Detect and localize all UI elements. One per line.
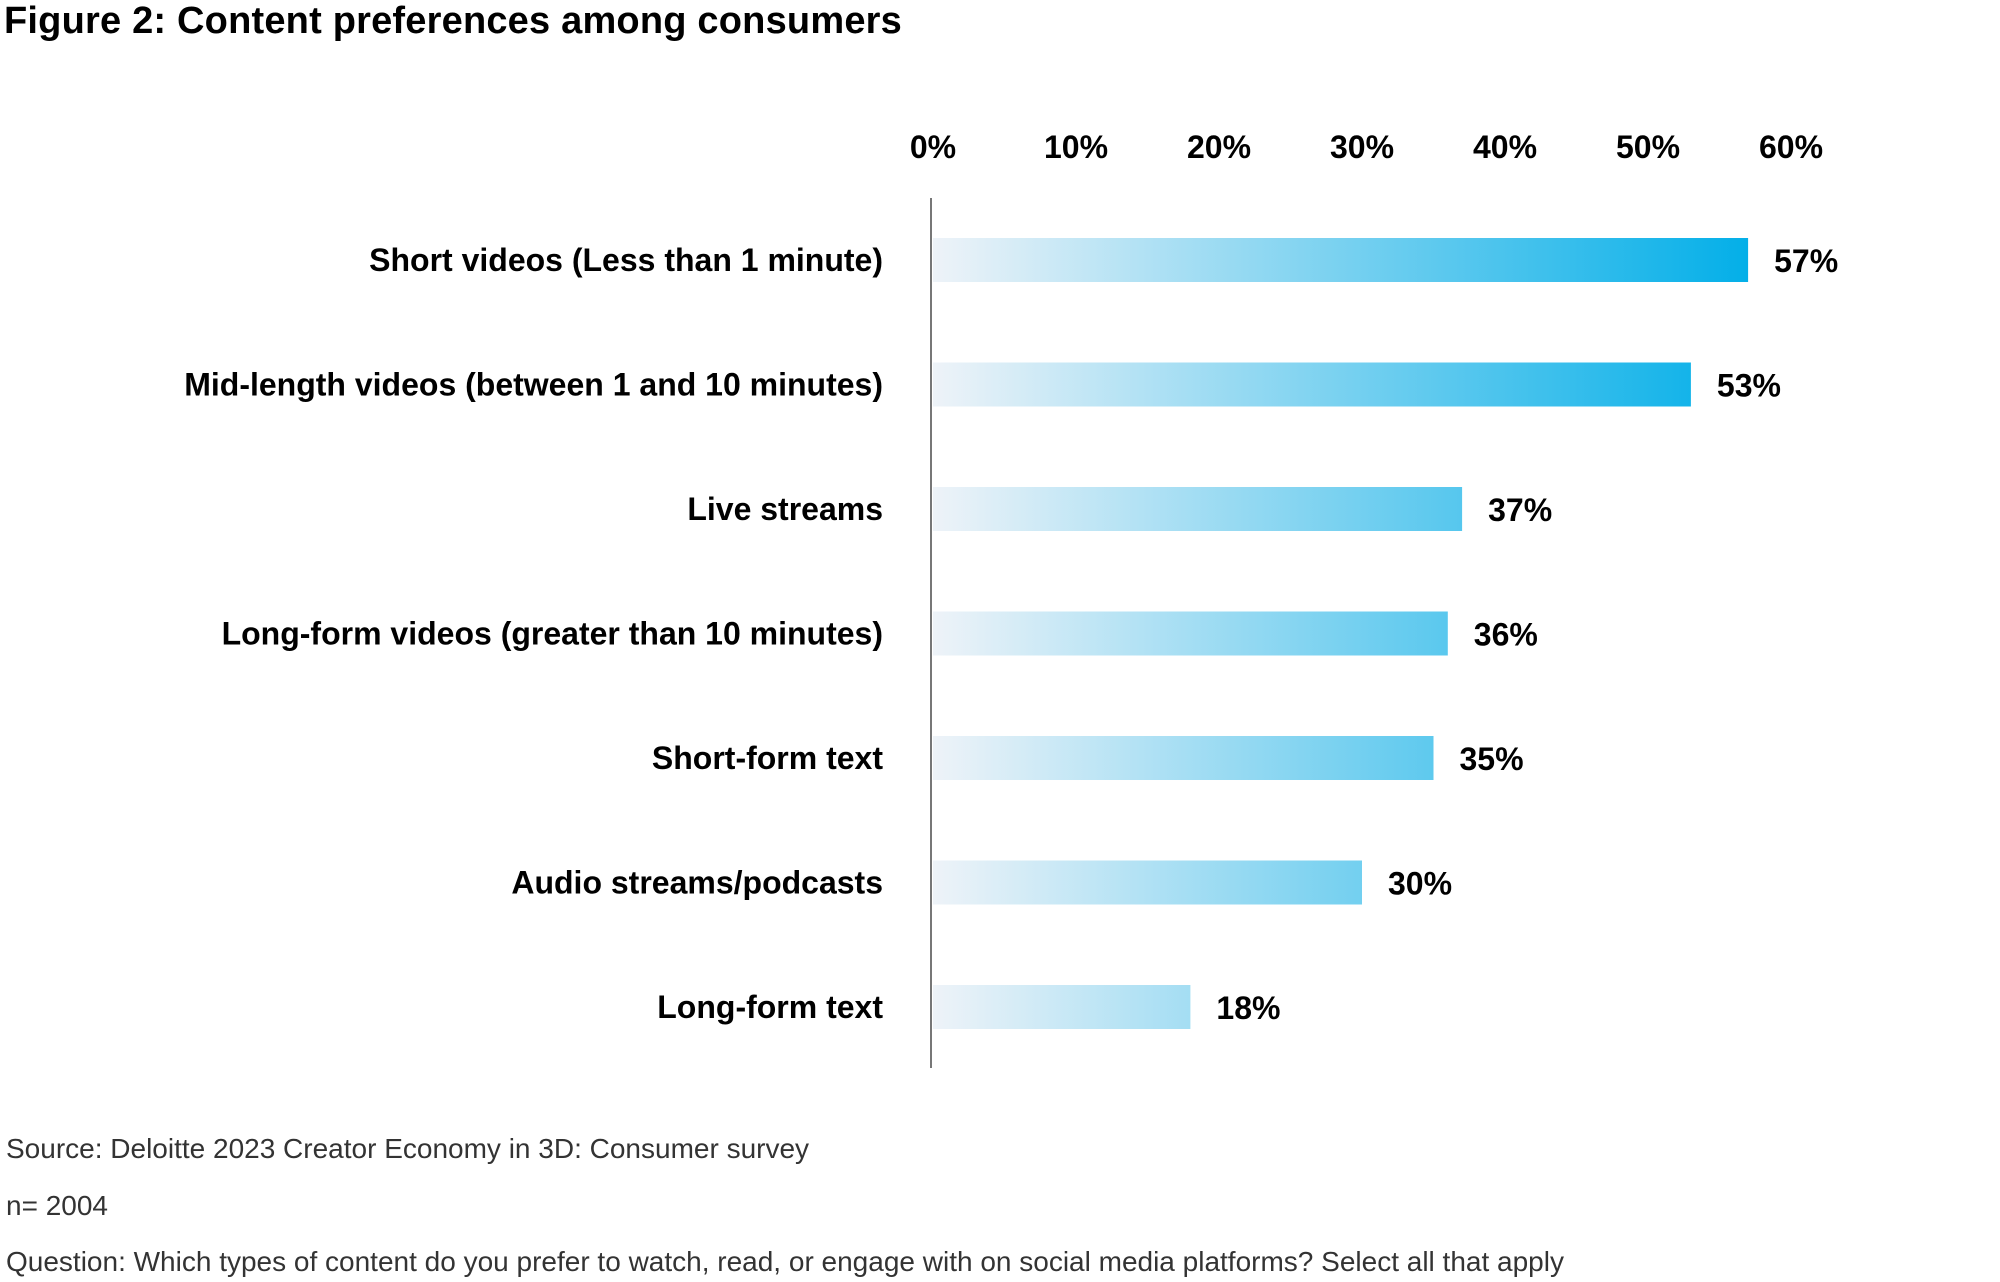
x-axis-ticks: 0% 10% 20% 30% 40% 50% 60%	[910, 129, 1823, 165]
category-label: Short videos (Less than 1 minute)	[369, 242, 883, 278]
data-label: 30%	[1388, 866, 1452, 902]
category-labels: Short videos (Less than 1 minute) Mid-len…	[184, 242, 883, 1025]
chart-title: Figure 2: Content preferences among cons…	[4, 0, 902, 42]
question-note: Question: Which types of content do you …	[6, 1246, 1564, 1277]
data-label: 37%	[1488, 492, 1552, 528]
category-label: Audio streams/podcasts	[511, 865, 883, 901]
category-label: Live streams	[687, 491, 883, 527]
category-label: Short-form text	[652, 740, 883, 776]
x-tick-label: 40%	[1473, 129, 1537, 165]
category-label: Mid-length videos (between 1 and 10 minu…	[184, 367, 883, 403]
bar	[933, 860, 1362, 905]
x-tick-label: 50%	[1616, 129, 1680, 165]
source-note: Source: Deloitte 2023 Creator Economy in…	[6, 1133, 810, 1164]
category-label: Long-form videos (greater than 10 minute…	[222, 616, 883, 652]
bar	[933, 985, 1191, 1029]
bar	[933, 362, 1691, 407]
data-label: 53%	[1717, 368, 1781, 404]
category-label: Long-form text	[657, 989, 883, 1025]
data-label: 36%	[1474, 617, 1538, 653]
x-tick-label: 30%	[1330, 129, 1394, 165]
sample-size-note: n= 2004	[6, 1190, 108, 1221]
data-label: 57%	[1774, 243, 1838, 279]
bar	[933, 487, 1463, 531]
x-tick-label: 60%	[1759, 129, 1823, 165]
x-tick-label: 20%	[1187, 129, 1251, 165]
data-label: 18%	[1216, 990, 1280, 1026]
bar	[933, 238, 1749, 282]
x-tick-label: 0%	[910, 129, 956, 165]
bar	[933, 736, 1434, 780]
x-tick-label: 10%	[1044, 129, 1108, 165]
data-labels: 57% 53% 37% 36% 35% 30% 18%	[1216, 243, 1838, 1026]
bar	[933, 611, 1448, 656]
bars	[933, 238, 1749, 1029]
data-label: 35%	[1460, 741, 1524, 777]
